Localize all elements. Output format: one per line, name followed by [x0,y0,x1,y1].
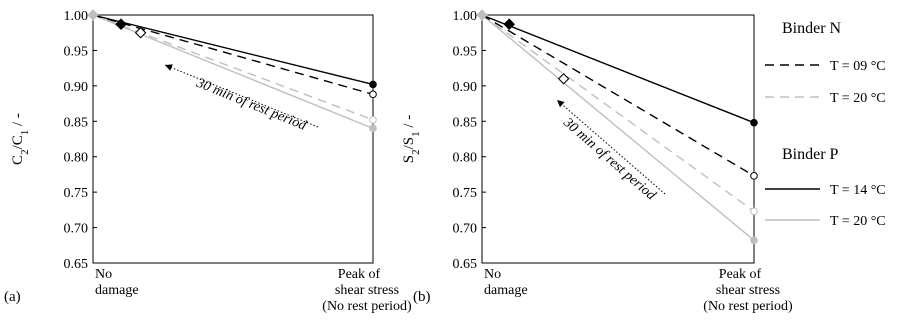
y-axis-label-part: /S [401,137,417,150]
series-line-P14 [481,14,755,124]
y-axis-label-part: 2 [19,149,31,155]
y-tick-label: 0.80 [64,151,89,166]
y-axis-label-part: /C [10,135,26,149]
annotation-arrowhead [165,64,173,71]
plot-frame [92,14,374,264]
y-tick-label: 1.00 [64,9,89,24]
x-tick-label-left: No [95,267,112,282]
series-line-N09 [481,14,755,177]
x-tick-label-left: damage [95,283,139,298]
y-tick-label: 0.70 [453,222,478,237]
x-tick-label-right: (No rest period) [703,299,793,314]
y-axis-label-part: S [401,155,417,163]
end-marker-N20 [750,207,758,216]
legend-label-N20: T = 20 °C [830,91,886,106]
series-line-P14 [92,14,374,86]
annotation-text: 30 min of rest period [560,115,660,204]
plot-frame [481,14,755,264]
x-tick-label-right: Peak of [338,267,381,282]
legend-group-title: Binder P [782,146,839,163]
rest-marker-N20 [557,72,570,85]
annotation-arrow [164,64,319,128]
y-tick-label: 0.70 [64,222,89,237]
y-axis-label-part: 1 [410,131,422,137]
y-tick-label: 0.90 [453,80,478,95]
series-line-N09 [92,14,374,96]
end-marker-N09 [750,172,758,180]
rest-marker-N09 [115,18,127,30]
rest-marker-N09 [503,18,515,30]
start-marker [87,9,99,21]
y-tick-label: 0.65 [64,257,89,272]
y-tick-label: 0.90 [64,80,89,95]
y-axis-label-part: / - [401,115,417,132]
end-marker-N09 [369,90,377,99]
chart-panel-a: 1.00 0.95 0.90 0.85 0.80 0.75 0.70 0.65 C2/C1 / … [4,9,412,314]
end-marker-N20 [369,116,377,124]
y-axis-label-part: C [10,155,26,165]
end-marker-P14 [750,118,758,127]
legend-label-N09: T = 09 °C [830,59,886,74]
y-tick-label: 0.85 [64,115,89,130]
end-marker-P20 [369,124,377,133]
panel-label: (a) [4,289,21,305]
y-tick-label: 0.95 [64,44,89,59]
x-tick-label-right: Peak of [719,267,762,282]
y-tick-label: 0.75 [453,186,478,201]
rest-marker-N20 [134,26,147,39]
y-axis-label-part: / - [10,113,26,130]
series-line-N20 [481,14,755,212]
annotation-arrowhead [557,100,565,108]
y-axis-label-part: 2 [410,149,422,155]
end-marker-P14 [369,80,377,89]
x-tick-label-right: shear stress [335,283,399,298]
y-axis-label: C2/C1 / - [10,113,31,165]
chart-panel-b: 1.00 0.95 0.90 0.85 0.80 0.75 0.70 0.65 S2/S1 / … [401,9,793,314]
y-axis-label: S2/S1 / - [401,115,422,164]
x-tick-label-left: No [484,267,501,282]
series-line-P20 [481,14,755,241]
y-axis-label-part: 1 [19,130,31,136]
start-marker [476,9,488,21]
end-marker-P20 [750,236,758,245]
panel-label: (b) [413,289,431,305]
legend-label-P14: T = 14 °C [830,183,886,198]
x-tick-label-right: (No rest period) [322,299,412,314]
annotation-text: 30 min of rest period [193,75,309,134]
legend-group-title: Binder N [782,20,842,37]
y-tick-label: 0.65 [453,257,478,272]
legend: Binder N T = 09 °C T = 20 °C Binder P T = 14… [765,20,886,229]
x-tick-label-left: damage [484,283,528,298]
y-tick-label: 1.00 [453,9,478,24]
y-tick-label: 0.75 [64,186,89,201]
y-tick-label: 0.80 [453,151,478,166]
annotation-arrow [556,99,666,195]
y-tick-label: 0.95 [453,44,478,59]
series-line-P20 [92,14,374,130]
legend-label-P20: T = 20 °C [830,214,886,229]
y-tick-label: 0.85 [453,115,478,130]
x-tick-label-right: shear stress [716,283,780,298]
